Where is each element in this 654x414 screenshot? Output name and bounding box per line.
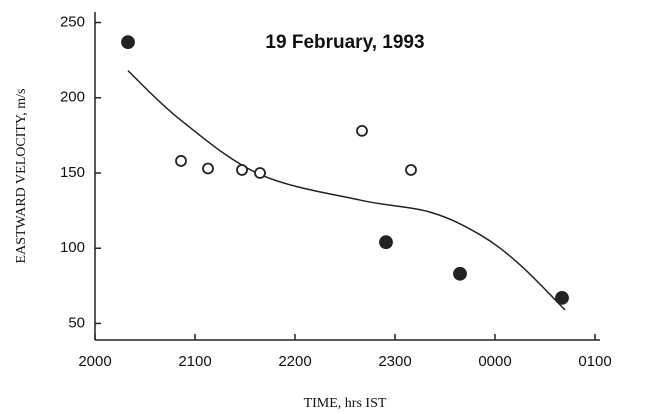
open-point xyxy=(405,164,417,176)
y-tick-label: 200 xyxy=(60,89,85,106)
open-point xyxy=(356,124,368,137)
filled-point xyxy=(121,35,135,49)
x-tick-label: 0100 xyxy=(578,353,611,370)
open-point xyxy=(202,162,214,175)
x-tick-label: 2300 xyxy=(378,353,411,370)
fit-curve xyxy=(127,70,566,311)
y-axis-label: EASTWARD VELOCITY, m/s xyxy=(14,89,29,264)
x-tick-label: 2100 xyxy=(178,353,211,370)
x-tick-label: 0000 xyxy=(478,353,511,370)
y-tick-label: 100 xyxy=(60,239,85,256)
filled-point xyxy=(453,266,467,281)
filled-point xyxy=(555,290,569,305)
chart-title: 19 February, 1993 xyxy=(265,32,424,53)
x-tick-label: 2000 xyxy=(78,353,111,370)
open-point xyxy=(254,167,266,179)
y-tick-label: 50 xyxy=(68,314,85,331)
x-tick-label: 2200 xyxy=(278,353,311,370)
open-point xyxy=(236,164,248,176)
y-tick-label: 250 xyxy=(60,14,85,31)
open-point xyxy=(175,155,187,167)
filled-point xyxy=(379,235,393,250)
x-axis-label: TIME, hrs IST xyxy=(304,396,387,411)
y-tick-label: 150 xyxy=(60,164,85,181)
